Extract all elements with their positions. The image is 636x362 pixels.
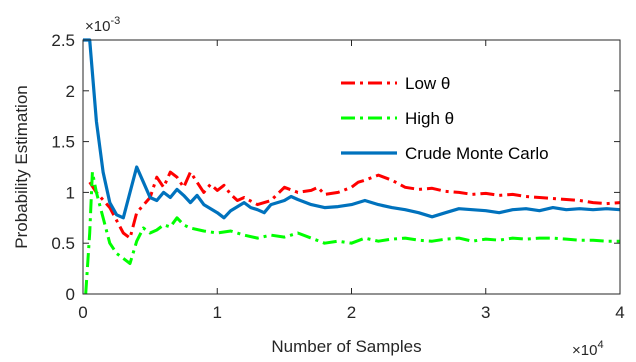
series-line-2 [84,170,620,294]
x-tick-label: 2 [347,303,356,322]
y-tick-label: 1.5 [51,133,75,152]
y-tick-label: 0 [66,285,75,304]
y-tick-label: 0.5 [51,234,75,253]
x-tick-label: 4 [615,303,624,322]
x-axis-exponent-power: 4 [597,339,603,351]
x-tick-label: 0 [78,303,87,322]
series-line-1 [88,170,620,240]
legend-label-3: Crude Monte Carlo [405,144,549,163]
series-line-3 [83,38,620,220]
y-tick-label: 1 [66,183,75,202]
y-tick-label: 2.5 [51,31,75,50]
legend-label-1: Low θ [405,74,450,93]
x-tick-label: 1 [213,303,222,322]
y-axis-exponent-power: -3 [110,15,120,27]
plot-layer [83,38,620,294]
x-axis-exponent: ×104 [572,339,604,359]
y-tick-label: 2 [66,82,75,101]
legend-label-2: High θ [405,109,454,128]
x-tick-label: 3 [481,303,490,322]
legend: Low θ High θ Crude Monte Carlo [341,74,549,163]
y-axis-label: Probability Estimation [12,85,31,248]
x-axis-label: Number of Samples [271,337,421,356]
